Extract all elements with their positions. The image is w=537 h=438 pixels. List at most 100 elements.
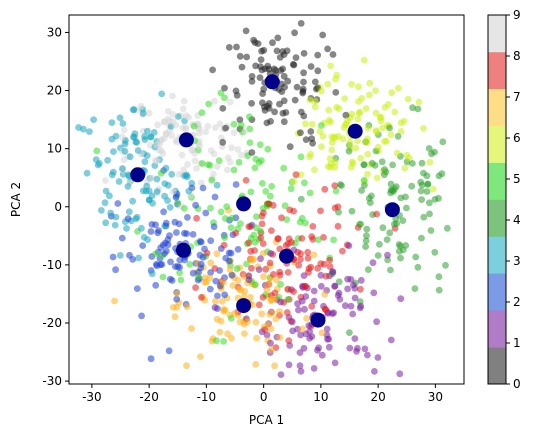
scatter-point-6: [364, 170, 371, 178]
scatter-point-3: [164, 181, 172, 189]
scatter-point-7: [173, 303, 181, 311]
scatter-point-8: [321, 185, 329, 193]
scatter-point-7: [276, 334, 284, 341]
scatter-point-4: [423, 188, 431, 195]
scatter-point-4: [335, 208, 342, 216]
scatter-point-6: [356, 108, 364, 116]
scatter-point-7: [220, 278, 227, 286]
scatter-point-0: [243, 53, 251, 61]
scatter-point-7: [188, 325, 196, 332]
scatter-point-3: [119, 165, 126, 172]
colorbar-frame: [487, 14, 507, 385]
scatter-point-2: [168, 277, 176, 284]
scatter-point-6: [311, 166, 318, 174]
colorbar-segment: [488, 51, 506, 90]
scatter-point-1: [310, 287, 318, 295]
scatter-point-6: [340, 124, 348, 132]
scatter-point-8: [304, 254, 312, 262]
scatter-point-7: [260, 273, 267, 281]
scatter-point-8: [276, 268, 284, 276]
scatter-point-4: [362, 237, 370, 245]
colorbar-tick-label: 4: [513, 213, 521, 227]
scatter-point-4: [391, 220, 398, 228]
scatter-point-2: [225, 257, 233, 265]
scatter-point-5: [217, 89, 225, 97]
scatter-point-5: [227, 315, 235, 322]
scatter-point-1: [323, 325, 331, 333]
scatter-point-6: [372, 87, 379, 94]
scatter-point-4: [418, 234, 425, 242]
scatter-point-8: [262, 265, 270, 273]
scatter-point-4: [387, 266, 394, 274]
scatter-point-1: [349, 310, 357, 318]
scatter-point-7: [273, 276, 280, 284]
scatter-point-1: [301, 305, 308, 313]
scatter-point-9: [191, 157, 199, 165]
scatter-point-3: [139, 187, 147, 195]
colorbar-tick-label: 5: [513, 172, 521, 186]
scatter-point-9: [212, 124, 219, 131]
scatter-point-8: [248, 264, 255, 272]
scatter-point-8: [220, 241, 228, 249]
scatter-point-1: [335, 289, 343, 297]
scatter-point-5: [250, 231, 258, 239]
scatter-point-1: [277, 371, 285, 378]
scatter-point-8: [232, 229, 240, 237]
scatter-point-4: [378, 158, 386, 166]
scatter-point-9: [226, 158, 234, 166]
scatter-point-1: [396, 370, 404, 378]
scatter-point-7: [231, 309, 239, 317]
scatter-point-4: [403, 204, 410, 212]
scatter-point-7: [272, 315, 280, 323]
scatter-point-8: [255, 301, 263, 309]
scatter-point-4: [357, 220, 364, 228]
scatter-point-1: [310, 365, 318, 372]
scatter-point-3: [162, 164, 170, 172]
scatter-point-1: [371, 368, 378, 375]
colorbar-segment: [488, 236, 506, 274]
scatter-point-0: [248, 149, 256, 156]
scatter-point-1: [351, 335, 359, 342]
scatter-point-2: [206, 285, 214, 293]
scatter-point-1: [331, 359, 339, 367]
scatter-point-9: [182, 123, 190, 131]
scatter-point-4: [397, 254, 404, 262]
scatter-point-3: [115, 178, 123, 185]
scatter-point-7: [244, 318, 252, 325]
scatter-point-6: [381, 138, 388, 145]
scatter-point-2: [133, 285, 141, 292]
scatter-point-8: [339, 247, 346, 255]
scatter-point-0: [222, 124, 230, 132]
scatter-point-6: [346, 139, 354, 146]
scatter-point-9: [216, 120, 224, 128]
scatter-point-4: [420, 169, 427, 177]
scatter-point-7: [310, 251, 318, 259]
scatter-point-1: [344, 285, 351, 293]
x-tick-label: 30: [428, 390, 443, 404]
scatter-point-4: [384, 256, 391, 264]
scatter-point-6: [360, 56, 368, 64]
scatter-point-8: [292, 171, 300, 179]
scatter-point-5: [246, 113, 253, 121]
scatter-point-0: [219, 138, 227, 146]
scatter-point-5: [262, 188, 270, 195]
colorbar-segment: [488, 199, 506, 237]
scatter-point-2: [158, 261, 166, 268]
scatter-point-6: [403, 151, 411, 159]
scatter-point-4: [431, 248, 439, 256]
scatter-point-1: [257, 255, 264, 263]
scatter-point-2: [112, 266, 119, 274]
scatter-point-8: [305, 268, 312, 276]
scatter-point-8: [322, 272, 330, 280]
scatter-point-2: [197, 260, 205, 268]
scatter-point-6: [335, 132, 342, 140]
centroid-1: [310, 312, 326, 328]
scatter-point-1: [345, 242, 353, 250]
scatter-point-3: [166, 204, 174, 211]
scatter-point-1: [318, 351, 326, 359]
scatter-point-9: [213, 162, 221, 170]
scatter-point-3: [92, 156, 100, 164]
scatter-point-0: [263, 119, 271, 127]
scatter-point-2: [210, 223, 218, 231]
scatter-point-7: [220, 306, 228, 313]
